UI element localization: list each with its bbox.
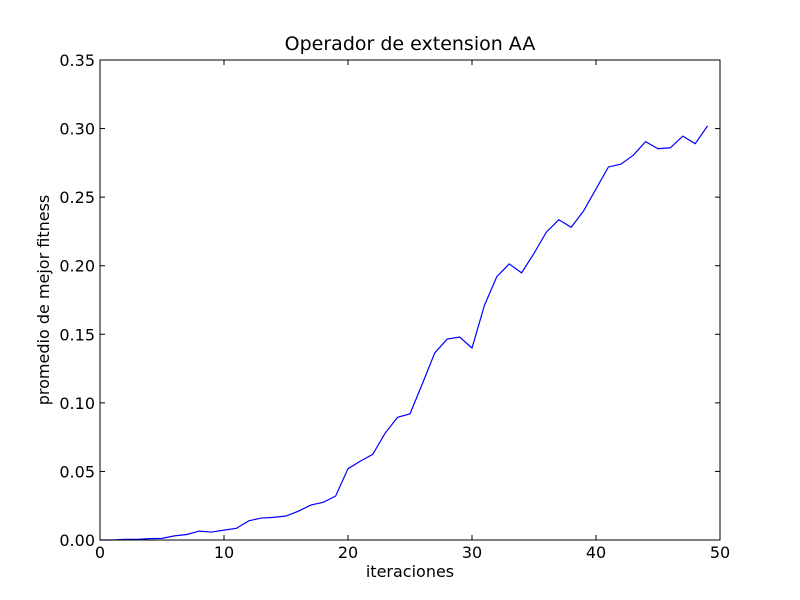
- x-tick-label: 20: [338, 543, 358, 562]
- y-tick-label: 0.25: [59, 188, 95, 207]
- y-tick-label: 0.10: [59, 394, 95, 413]
- y-tick-label: 0.20: [59, 257, 95, 276]
- x-tick-label: 10: [214, 543, 234, 562]
- x-tick-label: 50: [710, 543, 730, 562]
- plot-area: [100, 60, 720, 540]
- y-tick-label: 0.30: [59, 120, 95, 139]
- x-tick-label: 0: [95, 543, 105, 562]
- y-tick-label: 0.35: [59, 51, 95, 70]
- x-tick-label: 30: [462, 543, 482, 562]
- x-tick-label: 40: [586, 543, 606, 562]
- y-tick-label: 0.05: [59, 462, 95, 481]
- chart-title: Operador de extension AA: [285, 33, 536, 55]
- y-axis-label: promedio de mejor fitness: [34, 195, 53, 406]
- y-tick-label: 0.00: [59, 531, 95, 550]
- x-axis-label: iteraciones: [366, 562, 454, 581]
- y-tick-label: 0.15: [59, 325, 95, 344]
